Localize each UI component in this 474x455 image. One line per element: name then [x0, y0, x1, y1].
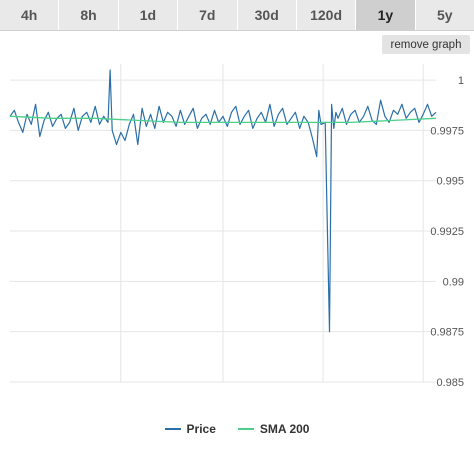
- tab-7d[interactable]: 7d: [178, 0, 238, 30]
- y-tick-label: 0.9975: [430, 125, 464, 137]
- tab-30d[interactable]: 30d: [237, 0, 297, 30]
- y-tick-label: 1: [458, 75, 464, 87]
- y-tick-label: 0.995: [436, 176, 464, 188]
- tab-1y[interactable]: 1y: [356, 0, 416, 30]
- remove-graph-button[interactable]: remove graph: [382, 35, 470, 54]
- legend-swatch: [164, 428, 181, 430]
- series-line-price: [9, 69, 437, 333]
- legend-label: SMA 200: [259, 422, 310, 436]
- series-line-sma-200: [9, 115, 437, 124]
- legend-item-price[interactable]: Price: [164, 422, 216, 436]
- y-tick-label: 0.9925: [430, 226, 464, 238]
- legend-label: Price: [186, 422, 216, 436]
- y-tick-label: 0.9875: [430, 327, 464, 339]
- tab-4h[interactable]: 4h: [0, 0, 60, 30]
- tab-8h[interactable]: 8h: [59, 0, 119, 30]
- legend-item-sma-200[interactable]: SMA 200: [237, 422, 310, 436]
- tab-5y[interactable]: 5y: [415, 0, 474, 30]
- tab-1d[interactable]: 1d: [118, 0, 179, 30]
- time-range-tabs: 4h 8h 1d 7d 30d 120d 1y 5y: [0, 0, 474, 31]
- chart-legend: Price SMA 200: [0, 419, 474, 439]
- y-tick-label: 0.99: [443, 276, 464, 288]
- tab-120d[interactable]: 120d: [296, 0, 357, 30]
- legend-swatch: [237, 428, 254, 430]
- y-tick-label: 0.985: [436, 377, 464, 389]
